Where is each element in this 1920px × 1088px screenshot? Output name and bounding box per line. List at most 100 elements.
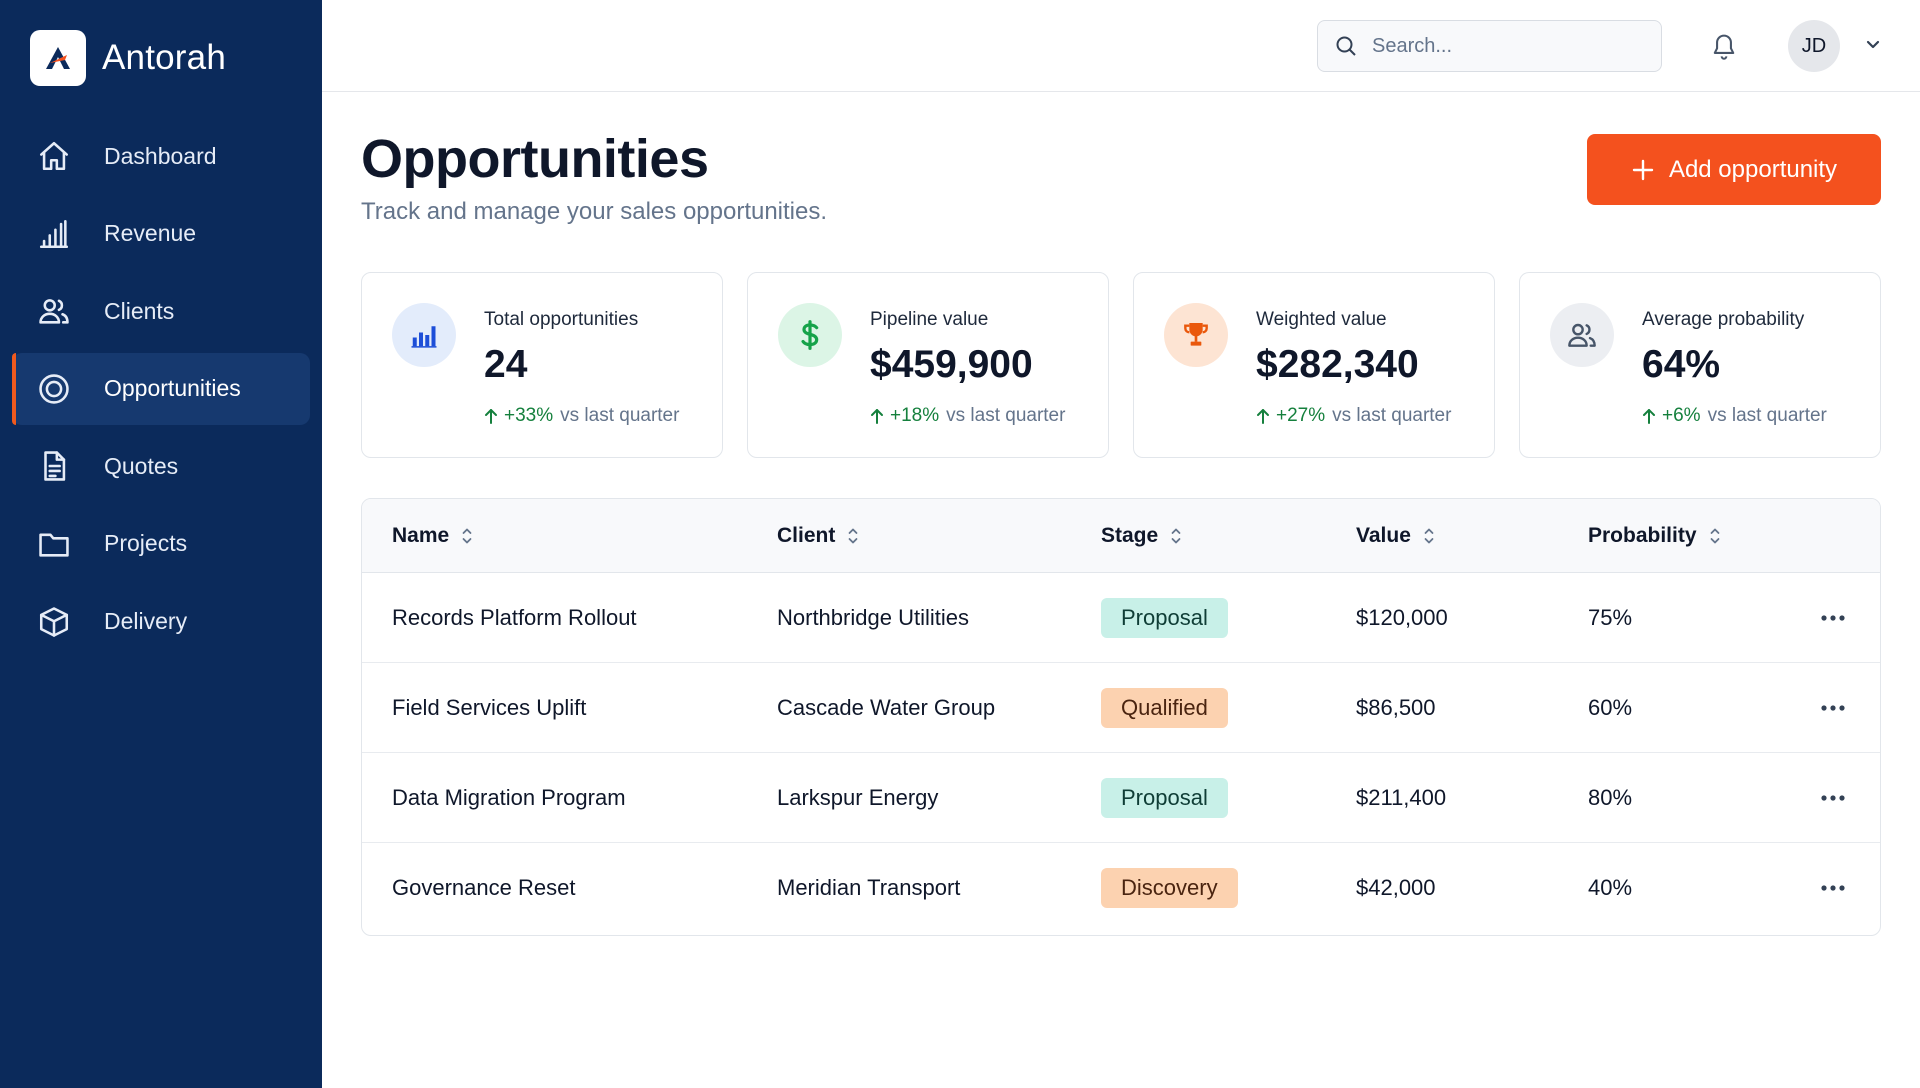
cell-name: Data Migration Program — [392, 785, 626, 810]
users-icon — [36, 293, 72, 329]
page-subtitle: Track and manage your sales opportunitie… — [361, 198, 828, 225]
stage-badge: Discovery — [1101, 868, 1238, 908]
plus-icon — [1631, 158, 1655, 182]
stat-delta: +18% vs last quarter — [870, 405, 1065, 427]
stat-delta-suffix: vs last quarter — [1707, 405, 1827, 426]
target-icon — [36, 371, 72, 407]
sidebar-item-quotes[interactable]: Quotes — [12, 430, 310, 502]
sidebar-item-revenue[interactable]: Revenue — [12, 198, 310, 270]
search-icon — [1334, 34, 1358, 58]
add-opportunity-button[interactable]: Add opportunity — [1587, 134, 1881, 205]
stage-badge: Qualified — [1101, 688, 1228, 728]
column-header-value[interactable]: Value — [1356, 499, 1435, 573]
sort-icon — [847, 527, 859, 545]
sidebar-item-delivery[interactable]: Delivery — [12, 586, 310, 658]
row-actions-more-icon[interactable] — [1820, 753, 1846, 843]
trophy-icon — [1164, 303, 1228, 367]
brand[interactable]: Antorah — [30, 30, 226, 86]
sidebar-item-label: Revenue — [104, 220, 197, 247]
cell-client: Larkspur Energy — [777, 785, 939, 810]
sidebar-item-label: Clients — [104, 297, 175, 324]
cell-name: Governance Reset — [392, 875, 576, 900]
home-icon — [36, 138, 72, 174]
sidebar-item-dashboard[interactable]: Dashboard — [12, 120, 310, 192]
table-body: Records Platform Rollout Northbridge Util… — [362, 573, 1880, 933]
brand-logo-icon — [30, 30, 86, 86]
table-row[interactable]: Field Services Uplift Cascade Water Group… — [362, 663, 1880, 753]
column-header-stage[interactable]: Stage — [1101, 499, 1182, 573]
dollar-icon — [778, 303, 842, 367]
stat-delta-percent: +27% — [1276, 405, 1326, 426]
column-header-name[interactable]: Name — [392, 499, 473, 573]
stat-label: Pipeline value — [870, 309, 989, 330]
cell-probability: 75% — [1588, 605, 1633, 630]
bar-chart-icon — [392, 303, 456, 367]
sidebar-item-label: Delivery — [104, 608, 188, 635]
cell-probability: 40% — [1588, 875, 1633, 900]
cell-client: Cascade Water Group — [777, 695, 996, 720]
cell-name: Records Platform Rollout — [392, 605, 637, 630]
stat-card: Total opportunities 24 +33% vs last quarter — [361, 272, 723, 458]
brand-name: Antorah — [102, 38, 226, 77]
sidebar-item-opportunities[interactable]: Opportunities — [12, 352, 310, 425]
table-row[interactable]: Records Platform Rollout Northbridge Util… — [362, 573, 1880, 663]
stat-delta-percent: +33% — [504, 405, 554, 426]
stat-delta: +33% vs last quarter — [484, 405, 679, 427]
chevron-down-icon[interactable] — [1862, 34, 1884, 56]
sidebar-item-label: Quotes — [104, 452, 179, 479]
arrow-up-icon — [484, 408, 498, 424]
stat-card: Pipeline value $459,900 +18% vs last quarte… — [747, 272, 1109, 458]
cell-value: $42,000 — [1356, 875, 1436, 900]
column-header-probability[interactable]: Probability — [1588, 499, 1721, 573]
table-row[interactable]: Data Migration Program Larkspur Energy Pro… — [362, 753, 1880, 843]
search-box[interactable] — [1317, 20, 1662, 72]
users-icon — [1550, 303, 1614, 367]
cell-stage: Discovery — [1101, 843, 1238, 933]
stat-label: Weighted value — [1256, 309, 1387, 330]
column-header-label: Name — [392, 524, 450, 547]
page-title: Opportunities — [361, 129, 709, 189]
column-header-client[interactable]: Client — [777, 499, 859, 573]
sort-icon — [461, 527, 473, 545]
table-row[interactable]: Governance Reset Meridian Transport Discov… — [362, 843, 1880, 933]
stage-badge: Proposal — [1101, 598, 1228, 638]
row-actions-more-icon[interactable] — [1820, 573, 1846, 663]
add-opportunity-label: Add opportunity — [1668, 155, 1838, 183]
stat-delta-percent: +6% — [1662, 405, 1701, 426]
stat-label: Average probability — [1642, 309, 1805, 330]
stat-delta: +27% vs last quarter — [1256, 405, 1451, 427]
cell-name: Field Services Uplift — [392, 695, 587, 720]
bar-chart-icon — [36, 216, 72, 252]
stat-delta: +6% vs last quarter — [1642, 405, 1827, 427]
stat-delta-suffix: vs last quarter — [946, 405, 1066, 426]
stat-card: Weighted value $282,340 +27% vs last quarte… — [1133, 272, 1495, 458]
cell-stage: Proposal — [1101, 753, 1228, 843]
avatar-initials: JD — [1801, 34, 1827, 57]
column-header-label: Client — [777, 524, 836, 547]
user-avatar[interactable]: JD — [1788, 20, 1840, 72]
row-actions-more-icon[interactable] — [1820, 843, 1846, 933]
folder-icon — [36, 526, 72, 562]
arrow-up-icon — [1256, 408, 1270, 424]
stats-row: Total opportunities 24 +33% vs last quarter… — [361, 272, 1881, 458]
sidebar-item-clients[interactable]: Clients — [12, 275, 310, 347]
stat-label: Total opportunities — [484, 309, 639, 330]
sidebar-item-projects[interactable]: Projects — [12, 508, 310, 580]
sort-icon — [1170, 527, 1182, 545]
cell-value: $86,500 — [1356, 695, 1436, 720]
stat-value: 24 — [484, 343, 528, 386]
cell-stage: Qualified — [1101, 663, 1228, 753]
cell-stage: Proposal — [1101, 573, 1228, 663]
stat-value: $459,900 — [870, 343, 1033, 386]
arrow-up-icon — [1642, 408, 1656, 424]
table-header: Name Client Stage Value Probability — [362, 499, 1880, 573]
notifications-bell-icon[interactable] — [1707, 28, 1741, 64]
search-input[interactable] — [1372, 34, 1652, 58]
sort-icon — [1423, 527, 1435, 545]
sidebar-item-label: Dashboard — [104, 142, 217, 169]
sidebar: Antorah Dashboard Revenue Clients Opportuni… — [0, 0, 322, 1088]
row-actions-more-icon[interactable] — [1820, 663, 1846, 753]
column-header-label: Value — [1356, 524, 1411, 547]
stage-badge: Proposal — [1101, 778, 1228, 818]
cell-probability: 80% — [1588, 785, 1633, 810]
